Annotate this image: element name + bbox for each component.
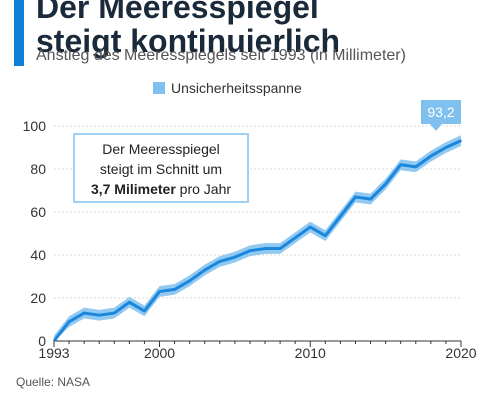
data-point: [384, 183, 387, 185]
chart-annotation: Der Meeresspiegel steigt im Schnitt um 3…: [73, 133, 249, 203]
x-tick-label: 2010: [295, 345, 326, 361]
data-point: [369, 198, 372, 200]
accent-bar: [14, 0, 24, 66]
title-line-1: Der Meeresspiegel: [36, 0, 319, 25]
annotation-line-1: Der Meeresspiegel: [102, 141, 220, 157]
data-point: [219, 260, 221, 263]
data-point: [414, 166, 417, 168]
y-tick-label: 20: [30, 290, 46, 306]
source-note: Quelle: NASA: [16, 375, 91, 389]
annotation-rest: pro Jahr: [175, 181, 232, 197]
data-point: [203, 269, 206, 271]
legend-label: Unsicherheitsspanne: [171, 80, 302, 96]
annotation-bold: 3,7 Milimeter: [90, 181, 176, 197]
data-point: [354, 196, 357, 198]
data-point: [324, 234, 327, 237]
data-point: [460, 139, 462, 142]
y-tick-label: 80: [30, 161, 46, 177]
series-line-0: [52, 139, 462, 342]
annotation-line-2: steigt im Schnitt um: [99, 161, 223, 177]
data-point: [68, 320, 70, 323]
title-line-2: steigt kontinuierlich: [36, 23, 341, 59]
data-point: [188, 280, 191, 282]
data-point: [113, 312, 116, 314]
data-point: [83, 312, 85, 314]
data-point: [98, 314, 101, 317]
end-value-callout: 93,2: [421, 100, 461, 124]
callout-pointer: [430, 124, 442, 131]
data-point: [309, 226, 312, 228]
annotation-line-3: 3,7 Milimeter pro Jahr: [75, 179, 247, 199]
x-tick-label: 2020: [445, 345, 476, 361]
x-tick-label: 1993: [38, 345, 69, 361]
data-point: [249, 249, 251, 252]
data-point: [294, 237, 296, 239]
data-point: [430, 155, 432, 157]
y-tick-label: 60: [30, 204, 46, 220]
data-point: [445, 146, 447, 149]
y-tick-label: 100: [23, 118, 47, 134]
data-point: [53, 340, 55, 342]
data-point: [173, 288, 176, 291]
data-point: [143, 310, 146, 312]
legend: Unsicherheitsspanne: [153, 80, 302, 96]
page-title: Der Meeresspiegel steigt kontinuierlich: [36, 0, 340, 58]
data-point: [279, 247, 281, 250]
data-point: [399, 163, 402, 166]
y-tick-label: 0: [38, 333, 46, 349]
y-tick-label: 40: [30, 247, 46, 263]
data-point: [339, 215, 342, 218]
x-tick-label: 2000: [144, 345, 175, 361]
legend-swatch-icon: [153, 82, 165, 94]
data-point: [128, 301, 131, 304]
data-point: [234, 256, 236, 258]
subtitle: Anstieg des Meeresspiegels seit 1993 (in…: [36, 47, 406, 64]
data-point: [264, 247, 266, 250]
data-point: [158, 290, 161, 293]
